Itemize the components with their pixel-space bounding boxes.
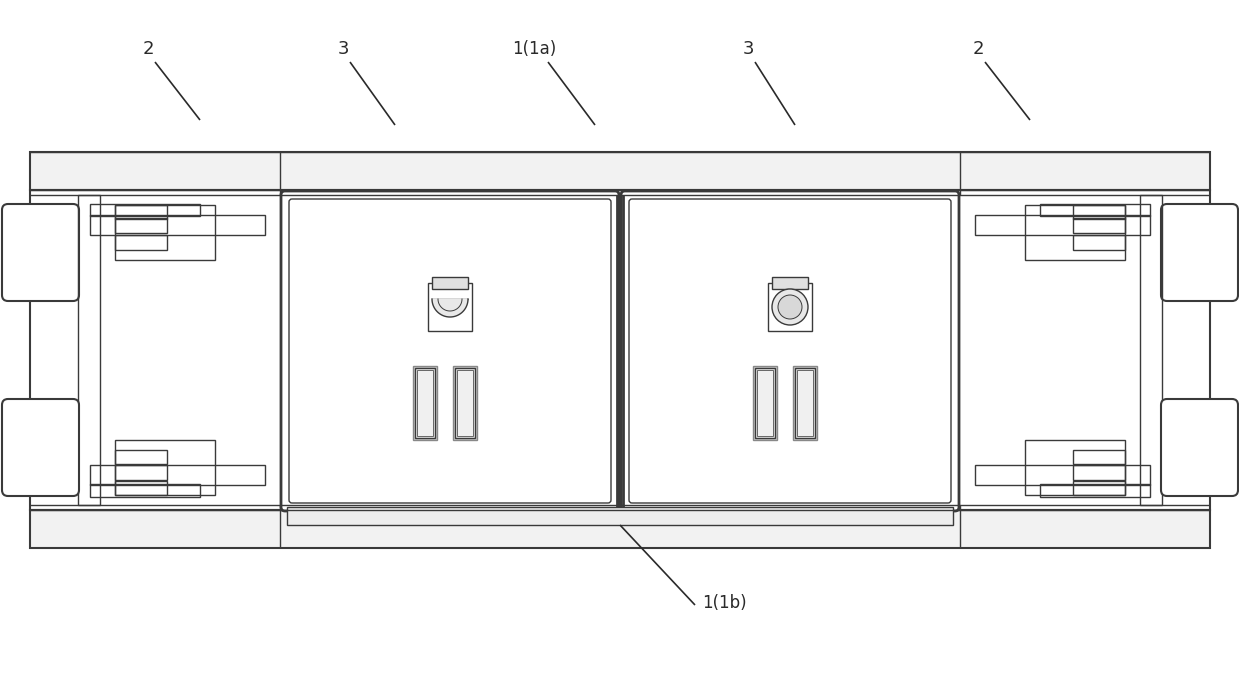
Bar xyxy=(415,368,435,438)
Bar xyxy=(90,204,199,216)
FancyBboxPatch shape xyxy=(1161,204,1238,301)
Bar xyxy=(78,195,100,505)
FancyBboxPatch shape xyxy=(2,204,79,301)
Bar xyxy=(30,152,1211,190)
Bar xyxy=(90,465,265,485)
Bar xyxy=(413,366,437,440)
Bar xyxy=(115,205,167,219)
Bar xyxy=(1073,235,1125,250)
Bar xyxy=(30,510,1211,548)
Bar xyxy=(1025,205,1125,260)
Text: 2: 2 xyxy=(973,40,984,58)
Bar xyxy=(797,370,813,436)
Bar xyxy=(432,277,468,289)
Bar xyxy=(795,368,815,438)
Text: 3: 3 xyxy=(337,40,348,58)
Bar xyxy=(753,366,777,440)
Bar xyxy=(115,440,216,495)
Bar xyxy=(115,450,167,464)
Bar xyxy=(1040,484,1150,497)
Bar xyxy=(455,368,475,438)
Bar xyxy=(768,283,812,331)
Bar xyxy=(1073,205,1125,219)
Bar xyxy=(30,190,1211,510)
Bar xyxy=(975,215,1150,235)
Bar xyxy=(90,215,265,235)
Bar xyxy=(1040,204,1150,216)
Bar xyxy=(115,481,167,495)
Ellipse shape xyxy=(778,295,802,319)
Bar xyxy=(457,370,473,436)
Bar xyxy=(975,465,1150,485)
Bar xyxy=(1073,450,1125,464)
FancyBboxPatch shape xyxy=(281,191,620,511)
Bar xyxy=(115,465,167,480)
Bar xyxy=(115,218,167,233)
Bar xyxy=(772,277,808,289)
Bar xyxy=(1073,465,1125,480)
FancyBboxPatch shape xyxy=(2,399,79,496)
Text: 3: 3 xyxy=(742,40,753,58)
Bar xyxy=(418,370,432,436)
Ellipse shape xyxy=(772,289,808,325)
Bar xyxy=(757,370,773,436)
Bar xyxy=(1025,440,1125,495)
Bar xyxy=(90,484,199,497)
Bar xyxy=(115,205,216,260)
Bar xyxy=(755,368,776,438)
Text: 2: 2 xyxy=(142,40,154,58)
FancyBboxPatch shape xyxy=(621,191,959,511)
Bar xyxy=(287,507,953,525)
Text: 1(1a): 1(1a) xyxy=(512,40,556,58)
Bar xyxy=(115,235,167,250)
Bar xyxy=(1073,218,1125,233)
Text: 1(1b): 1(1b) xyxy=(703,594,747,612)
Bar xyxy=(453,366,477,440)
Bar xyxy=(793,366,817,440)
FancyBboxPatch shape xyxy=(1161,399,1238,496)
Bar xyxy=(427,283,472,331)
Bar xyxy=(1140,195,1162,505)
Polygon shape xyxy=(432,299,468,317)
Bar xyxy=(1073,481,1125,495)
